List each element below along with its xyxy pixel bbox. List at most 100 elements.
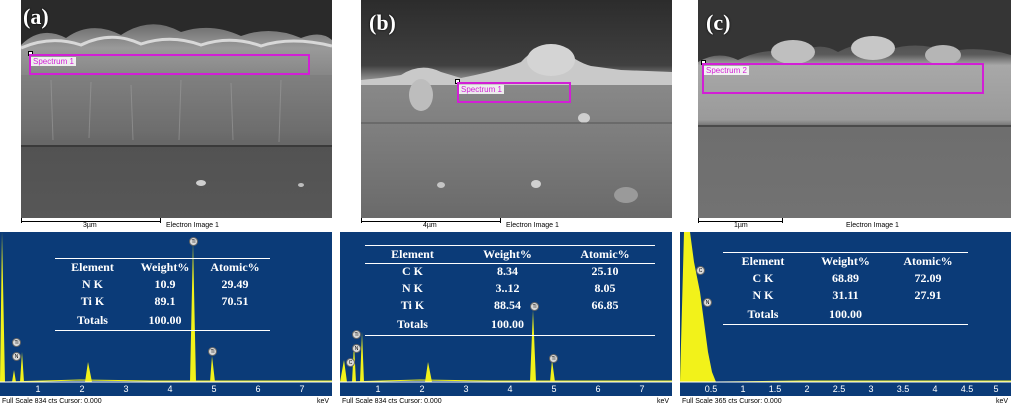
- table-cell: 100.00: [148, 313, 182, 327]
- peak-label-b-3: C: [346, 358, 355, 367]
- peak-label-a-3: Ti: [12, 338, 21, 347]
- peak-label-b-4: Ti: [530, 302, 539, 311]
- tick-c-10: 5: [993, 384, 999, 394]
- peak-label-b-2: N: [352, 344, 361, 353]
- image-label-c: Electron Image 1: [846, 222, 899, 229]
- table-cell: 10.9: [154, 277, 176, 291]
- tick-a-6: 6: [255, 384, 261, 394]
- table-cell: Ti K: [80, 294, 105, 308]
- peak-label-c-1: C: [696, 266, 705, 275]
- panel-label-c: (c): [706, 10, 731, 35]
- table-rule: [365, 335, 655, 336]
- eds-spectrum-c: 0.5 1 1.5 2 2.5 3 3.5 4 4.5 5 C N Elemen…: [680, 232, 1011, 408]
- table-cell: C K: [402, 264, 423, 278]
- table-cell: 100.00: [491, 317, 524, 331]
- tick-c-8: 4: [932, 384, 938, 394]
- composition-table-c: Element Weight% Atomic% C K 68.89 72.09 …: [723, 252, 968, 326]
- spectrum-box-b[interactable]: [457, 82, 571, 103]
- table-cell: 72.09: [914, 271, 942, 285]
- tick-a-7: 7: [299, 384, 305, 394]
- table-cell: 88.54: [494, 298, 521, 312]
- tick-c-9: 4.5: [960, 384, 974, 394]
- table-cell: C K: [752, 271, 774, 285]
- tick-a-5: 5: [211, 384, 217, 394]
- unit-label-c: keV: [995, 398, 1008, 405]
- tick-b-7: 7: [639, 384, 645, 394]
- table-cell: 8.05: [594, 281, 616, 295]
- table-cell: Totals: [397, 317, 428, 331]
- table-cell: 27.91: [914, 288, 942, 302]
- table-header: Atomic%: [580, 247, 630, 261]
- unit-label-a: keV: [316, 398, 329, 405]
- spectrum-label-a: Spectrum 1: [31, 57, 76, 66]
- tick-b-1: 1: [375, 384, 381, 394]
- image-label-b: Electron Image 1: [506, 222, 559, 229]
- tick-b-2: 2: [419, 384, 425, 394]
- tick-c-6: 3: [868, 384, 874, 394]
- table-header: Element: [741, 254, 785, 268]
- table-cell: 70.51: [221, 294, 249, 308]
- footer-text-a: Full Scale 834 cts Cursor: 0.000: [2, 398, 102, 405]
- footer-text-c: Full Scale 365 cts Cursor: 0.000: [682, 398, 782, 405]
- table-cell: 68.89: [832, 271, 859, 285]
- table-cell: 8.34: [497, 264, 518, 278]
- tick-b-5: 5: [551, 384, 557, 394]
- table-cell: 100.00: [829, 307, 862, 321]
- scale-label-a: 3µm: [83, 222, 97, 229]
- composition-table-b: Element Weight% Atomic% C K 8.34 25.10 N…: [365, 245, 655, 337]
- image-label-a: Electron Image 1: [166, 222, 219, 229]
- table-cell: Ti K: [400, 298, 425, 312]
- tick-b-6: 6: [595, 384, 601, 394]
- eds-footer-a: Full Scale 834 cts Cursor: 0.000 keV: [0, 396, 332, 408]
- table-rule: [365, 245, 655, 246]
- panel-c: (c) Spectrum 2 1µm Electron Image 1 0.5 …: [680, 0, 1011, 408]
- unit-label-b: keV: [656, 398, 669, 405]
- table-cell: 25.10: [591, 264, 619, 278]
- table-header: Weight%: [140, 260, 190, 274]
- composition-table-a: Element Weight% Atomic% N K 10.9 29.49 T…: [55, 258, 270, 332]
- table-cell: Totals: [747, 307, 779, 321]
- panel-a: (a) Spectrum 1 3µm Electron Image 1 1 2 …: [0, 0, 332, 408]
- table-cell: 66.85: [591, 298, 619, 312]
- sem-image-c: (c) Spectrum 2: [698, 0, 1011, 218]
- panel-label-a: (a): [23, 4, 49, 29]
- table-rule: [365, 263, 655, 264]
- table-header: Atomic%: [903, 254, 953, 268]
- tick-a-4: 4: [167, 384, 173, 394]
- spectrum-label-b: Spectrum 1: [459, 85, 504, 94]
- spectrum-box-c[interactable]: [702, 63, 984, 94]
- table-rule: [723, 324, 968, 325]
- table-cell: 3..12: [495, 281, 520, 295]
- tick-a-1: 1: [35, 384, 41, 394]
- panel-b: (b) Spectrum 1 4µm Electron Image 1 1 2 …: [340, 0, 672, 408]
- tick-c-5: 2.5: [832, 384, 846, 394]
- tick-c-7: 3.5: [896, 384, 910, 394]
- eds-footer-b: Full Scale 834 cts Cursor: 0.000 keV: [340, 396, 672, 408]
- table-rule: [55, 330, 270, 331]
- eds-spectrum-b: 1 2 3 4 5 6 7 Ti N C Ti Ti Element Weigh…: [340, 232, 672, 408]
- tick-c-3: 1.5: [768, 384, 782, 394]
- table-cell: 29.49: [221, 277, 249, 291]
- peak-label-a-2: N: [12, 352, 21, 361]
- eds-spectrum-a: 1 2 3 4 5 6 7 Ti N Ti Ti Element Weight%…: [0, 232, 332, 408]
- scale-bar-b: [361, 218, 501, 223]
- table-header: Atomic%: [210, 260, 260, 274]
- scalebar-row-a: 3µm Electron Image 1: [21, 218, 332, 232]
- peak-label-b-1: Ti: [352, 330, 361, 339]
- scale-bar-c: [698, 218, 783, 223]
- peak-label-b-5: Ti: [549, 354, 558, 363]
- scale-label-b: 4µm: [423, 222, 437, 229]
- tick-b-4: 4: [507, 384, 513, 394]
- sem-image-b: (b) Spectrum 1: [361, 0, 672, 218]
- tick-a-2: 2: [79, 384, 85, 394]
- table-header: Element: [71, 260, 114, 274]
- tick-b-3: 3: [463, 384, 469, 394]
- panel-label-b: (b): [369, 10, 396, 35]
- spectrum-box-a[interactable]: [29, 54, 310, 75]
- peak-label-a-1: Ti: [189, 237, 198, 246]
- scalebar-row-b: 4µm Electron Image 1: [361, 218, 672, 232]
- tick-c-1: 0.5: [704, 384, 718, 394]
- sem-image-a: (a) Spectrum 1: [21, 0, 332, 218]
- table-cell: 31.11: [832, 288, 859, 302]
- table-header: Weight%: [821, 254, 870, 268]
